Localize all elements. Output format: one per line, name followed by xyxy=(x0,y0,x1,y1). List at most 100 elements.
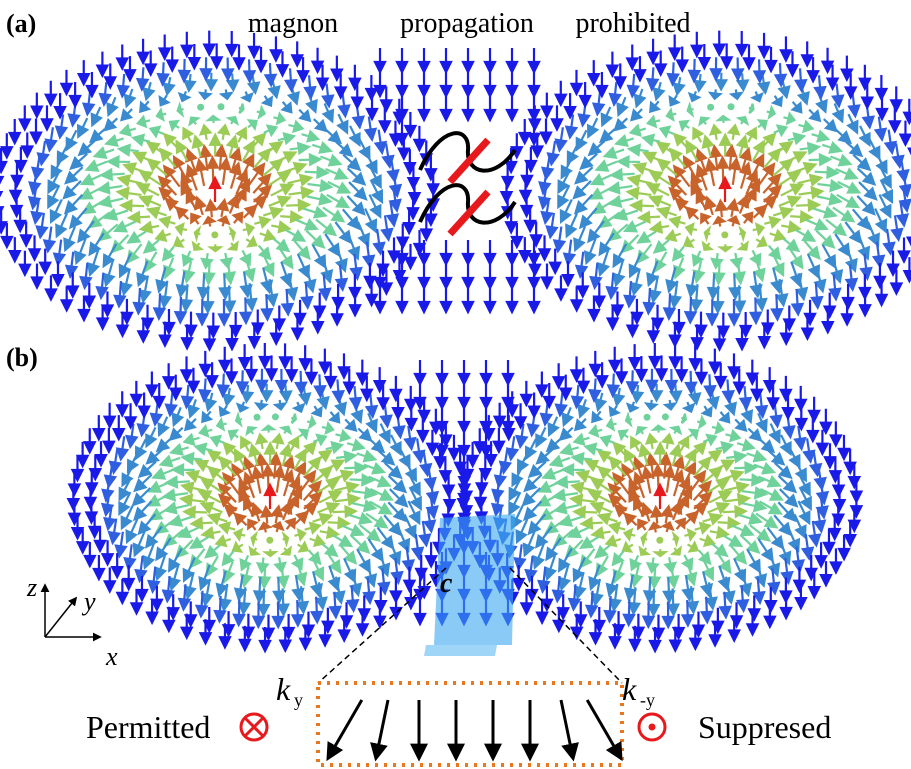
spin-arrow xyxy=(286,68,296,90)
spin-dot xyxy=(721,231,728,238)
spin-arrow xyxy=(759,33,769,57)
spin-arrow xyxy=(375,288,385,312)
spin-arrow xyxy=(674,134,686,147)
spin-arrow xyxy=(303,208,326,218)
spin-arrow xyxy=(711,57,721,79)
spin-arrow xyxy=(288,175,311,185)
zoom-box xyxy=(318,683,622,765)
spin-arrow xyxy=(292,41,302,65)
spin-dot xyxy=(197,104,204,111)
spin-arrow xyxy=(520,119,530,143)
spin-arrow xyxy=(628,188,652,198)
spin-arrow xyxy=(220,523,235,533)
spin-arrow xyxy=(705,374,715,396)
spin-arrow xyxy=(747,452,765,462)
spin-arrow xyxy=(831,421,841,445)
spin-arrow xyxy=(190,118,198,125)
spin-arrow xyxy=(147,450,162,464)
spin-arrow xyxy=(183,128,192,142)
spin-arrow xyxy=(104,244,117,266)
spin-arrow xyxy=(647,369,657,391)
spin-arrow xyxy=(846,246,856,270)
spin-arrow xyxy=(794,567,804,591)
spin-arrow xyxy=(593,528,611,538)
spin-arrow xyxy=(655,485,665,509)
spin-arrow xyxy=(246,238,256,247)
spin-arrow xyxy=(275,400,285,409)
spin-arrow xyxy=(40,249,50,273)
spin-arrow xyxy=(124,164,146,173)
spin-arrow xyxy=(241,437,250,451)
spin-arrow xyxy=(543,469,563,478)
spin-arrow xyxy=(812,132,828,142)
spin-arrow xyxy=(592,503,613,512)
spin-arrow xyxy=(589,60,599,84)
spin-arrow xyxy=(648,558,658,572)
spin-arrow xyxy=(397,288,407,312)
spin-arrow xyxy=(122,109,133,120)
spin-arrow xyxy=(783,114,794,124)
spin-arrow xyxy=(781,594,791,618)
spin-arrow xyxy=(286,230,304,241)
spin-arrow xyxy=(315,374,325,396)
spin-arrow xyxy=(271,36,281,60)
spin-arrow xyxy=(201,125,211,139)
spin-arrow xyxy=(378,450,393,464)
spin-arrow xyxy=(339,353,349,377)
spin-arrow xyxy=(809,110,820,121)
spin-arrow xyxy=(136,439,146,458)
spin-arrow xyxy=(257,108,265,118)
spin-arrow xyxy=(218,200,228,217)
spin-arrow xyxy=(296,220,317,230)
spin-arrow xyxy=(229,196,238,214)
spin-arrow xyxy=(202,411,210,421)
spin-arrow xyxy=(758,120,766,128)
spin-arrow xyxy=(650,523,660,532)
spin-arrow xyxy=(391,594,401,618)
spin-arrow xyxy=(776,63,786,85)
spin-arrow xyxy=(326,130,340,143)
spin-arrow xyxy=(330,471,352,480)
spin-arrow xyxy=(341,545,356,563)
spin-arrow xyxy=(625,530,636,540)
spin-dot xyxy=(707,104,714,111)
spin-arrow xyxy=(813,208,836,218)
spin-arrow xyxy=(731,89,741,98)
caption-word: prohibited xyxy=(575,8,690,39)
spin-arrow xyxy=(577,471,599,480)
spin-arrow xyxy=(753,92,762,102)
spin-arrow xyxy=(607,52,617,76)
spin-arrow xyxy=(218,374,228,396)
spin-arrow xyxy=(176,224,187,234)
spin-arrow xyxy=(860,291,870,315)
spin-arrow xyxy=(700,118,708,125)
spin-arrow xyxy=(796,386,806,410)
spin-arrow xyxy=(305,523,320,533)
spin-arrow xyxy=(481,384,491,408)
spin-arrow xyxy=(610,406,618,416)
spin-arrow xyxy=(196,160,206,186)
spin-arrow xyxy=(764,217,779,227)
spin-arrow xyxy=(683,555,692,569)
spin-arrow xyxy=(630,344,640,368)
spin-arrow xyxy=(665,400,675,409)
spin-arrow xyxy=(593,200,614,213)
spin-arrow xyxy=(283,163,305,172)
spin-arrow xyxy=(537,450,552,464)
spin-arrow xyxy=(105,403,115,427)
spin-dot xyxy=(217,103,224,110)
spin-arrow xyxy=(521,381,531,405)
spin-arrow xyxy=(140,172,161,185)
spin-arrow xyxy=(729,125,739,139)
spin-arrow xyxy=(585,239,595,263)
spin-arrow xyxy=(589,141,604,155)
spin-arrow xyxy=(860,126,869,145)
spin-arrow xyxy=(46,81,56,105)
spin-arrow xyxy=(714,217,724,226)
spin-arrow xyxy=(481,360,491,384)
spin-arrow xyxy=(200,426,212,436)
spin-arrow xyxy=(786,153,806,163)
spin-arrow xyxy=(75,239,85,263)
spin-arrow xyxy=(375,48,385,72)
spin-arrow xyxy=(663,523,672,532)
